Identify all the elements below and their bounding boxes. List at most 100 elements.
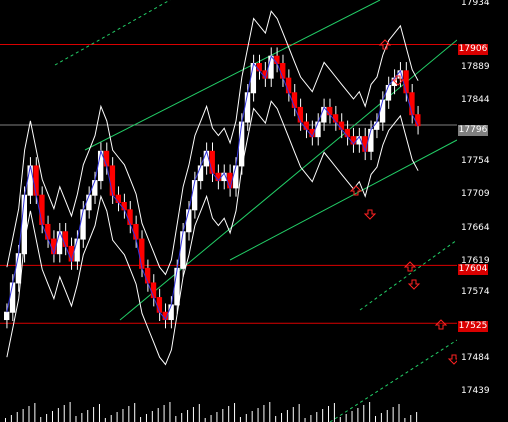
volume-bar [245,414,247,422]
candle-up [168,304,174,321]
volume-bar [128,406,130,422]
current-price-badge: 17796 [458,125,488,136]
candle-up [368,128,374,152]
candle-down [68,245,74,262]
candle-up [174,267,180,306]
volume-bar [339,417,341,422]
volume-bar [204,418,206,422]
candle-up [186,209,192,233]
price-axis: 17934 17889 17844 17796 17754 17709 1766… [457,0,508,422]
candle-down [209,150,215,174]
volume-bar [51,411,53,422]
volume-bar [28,406,30,422]
volume-bar [40,417,42,422]
candle-down [156,297,163,313]
price-tick: 17664 [461,223,490,233]
volume-bar [151,411,153,422]
volume-bar [351,411,353,422]
candle-down [338,121,345,130]
price-tick: 17574 [461,287,490,297]
candle-up [203,150,210,167]
candle-down [144,267,151,284]
volume-bar [122,409,124,422]
volume-bar [104,418,106,422]
price-tick: 17889 [461,62,490,72]
volume-bar [175,416,177,422]
bollinger-lower [6,100,419,366]
arrow-up-icon [349,185,363,196]
price-tick: 17619 [461,256,490,266]
volume-bar [110,415,112,422]
volume-bar [310,415,312,422]
volume-bar [81,413,83,422]
price-tick: 17934 [461,0,490,8]
candle-down [39,194,45,225]
volume-bar [5,418,6,422]
channel-projection [54,0,171,66]
candle-up [15,253,22,284]
volume-bar [357,408,359,422]
volume-bar [140,417,142,422]
volume-bar [281,413,283,422]
volume-bar [416,412,418,422]
volume-bar [380,413,382,422]
volume-bar [116,412,118,422]
candle-down [103,150,110,167]
volume-bar [163,405,165,422]
volume-bar [257,408,259,422]
level-badge-17525: 17525 [458,321,488,332]
volume-bar [239,417,241,422]
candle-down [344,128,351,138]
volume-bar [304,418,306,422]
candle-up [9,282,16,313]
candle-up [385,84,392,101]
volume-bar [210,415,212,422]
volume-bar [392,407,394,422]
candle-up [233,165,239,189]
candle-down [62,231,69,247]
candle-up [315,121,321,138]
candle-down [415,114,421,127]
volume-bar [169,402,171,422]
bollinger-upper [6,10,419,276]
level-badge-17604: 17604 [458,264,488,275]
candle-up [180,231,186,269]
volume-bar [404,418,406,422]
candle-down [227,172,233,189]
candle-up [268,55,274,79]
candle-down [139,238,145,269]
channel-projection [329,339,458,422]
candle-down [50,238,57,255]
volume-bar [93,407,95,422]
candle-up [250,63,257,94]
volume-bar [328,406,330,422]
volume-bar [386,410,388,422]
arrow-down-icon [391,75,405,86]
candle-up [197,165,204,182]
channel-line-upper [84,0,381,151]
volume-bar [234,403,236,422]
candle-down [280,63,286,79]
volume-bar [34,403,36,422]
volume-bar [292,407,294,422]
volume-bar [134,403,136,422]
volume-bar [345,414,347,422]
volume-bar [69,402,71,422]
price-tick: 17754 [461,156,490,166]
volume-bar [269,402,271,422]
volume-bar [363,405,365,422]
volume-bar [251,411,253,422]
volume-bar [75,416,77,422]
volume-bar [263,405,265,422]
moving-average-line [6,55,419,321]
volume-bar [187,410,189,422]
candle-down [409,92,415,116]
candle-down [45,223,51,240]
arrow-up-icon [434,319,448,330]
candle-up [244,92,251,123]
channel-projection [359,239,458,311]
candle-up [74,238,80,262]
arrow-down-icon [363,209,377,220]
